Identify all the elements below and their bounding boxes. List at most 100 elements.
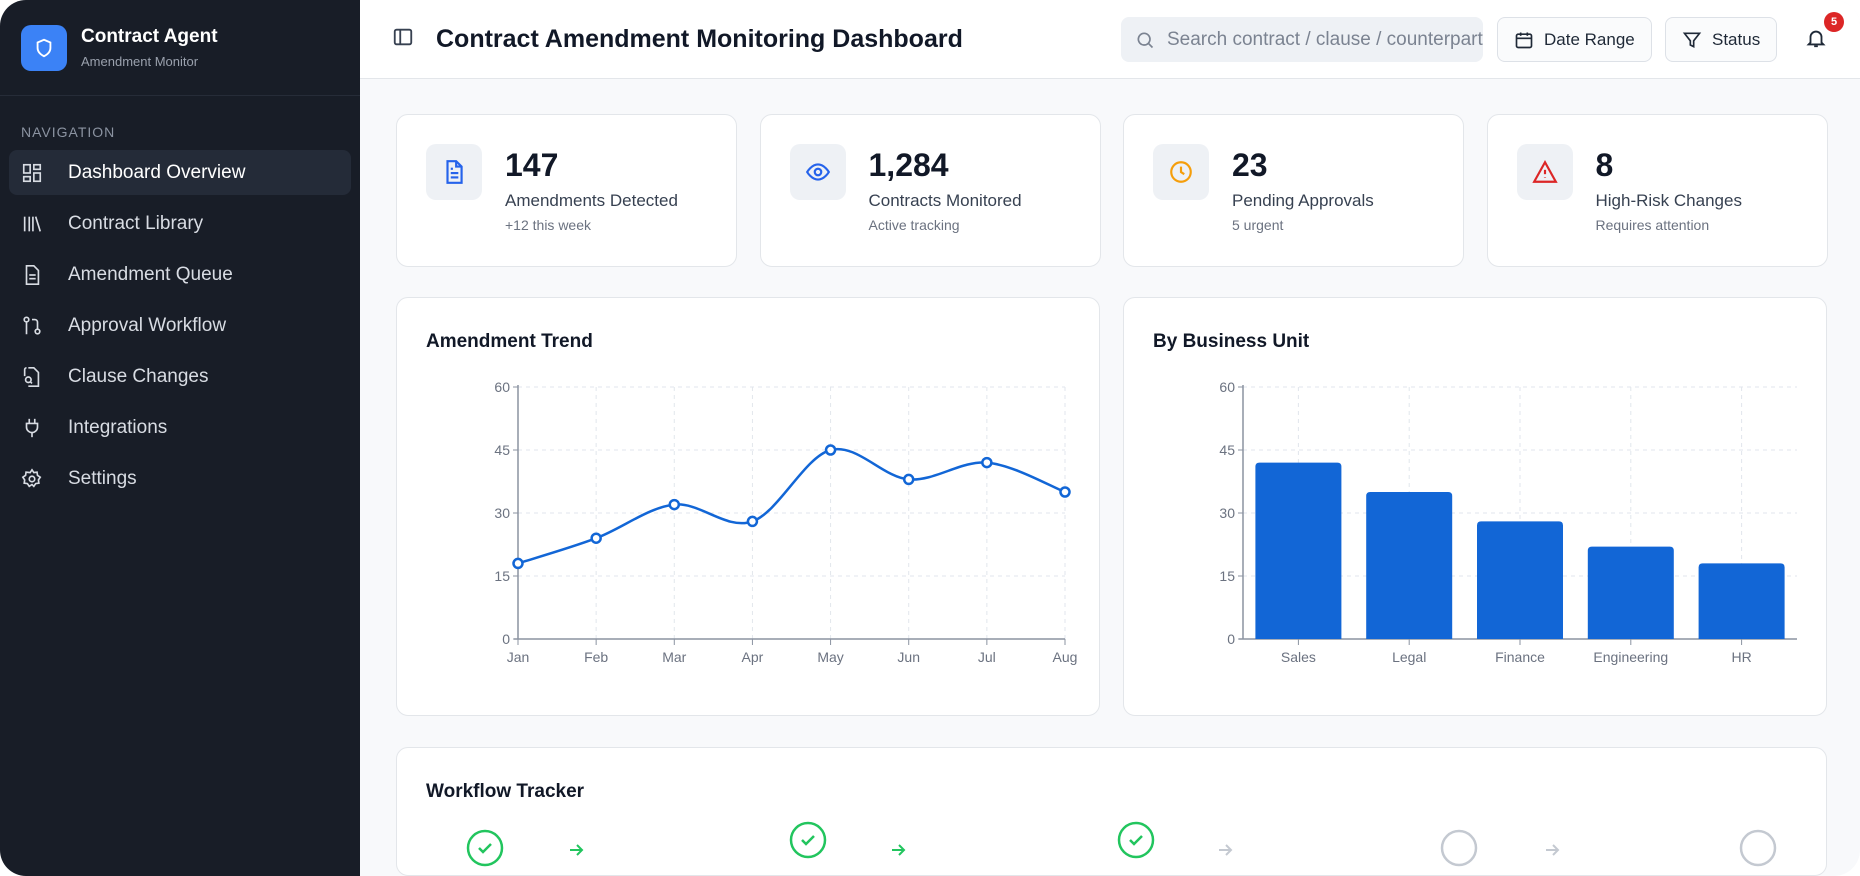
x-tick-label: Finance <box>1495 649 1545 665</box>
y-tick-label: 60 <box>494 379 510 395</box>
bell-icon[interactable] <box>1805 26 1827 55</box>
y-tick-label: 60 <box>1219 379 1235 395</box>
data-point <box>1059 486 1071 498</box>
x-tick-label: HR <box>1731 649 1751 665</box>
step-complete-icon <box>789 821 827 859</box>
y-tick-label: 45 <box>1219 442 1235 458</box>
stat-card: 147 Amendments Detected +12 this week <box>396 114 737 267</box>
notification-badge: 5 <box>1824 12 1844 32</box>
sidebar: Contract Agent Amendment Monitor NAVIGATI… <box>0 0 360 876</box>
trend-line <box>517 447 1066 565</box>
arrow-right-icon <box>892 844 906 856</box>
data-point <box>746 515 759 528</box>
nav-section-label: NAVIGATION <box>21 124 116 140</box>
x-tick-label: Feb <box>584 649 608 665</box>
header: Contract Amendment Monitoring Dashboard … <box>360 0 1860 79</box>
step-complete-icon <box>1117 821 1155 859</box>
plug-icon <box>25 418 39 437</box>
x-tick-label: Sales <box>1281 649 1316 665</box>
calendar-icon <box>1515 32 1533 48</box>
step-pending-icon <box>1440 829 1478 867</box>
brand: Contract Agent Amendment Monitor <box>0 0 360 96</box>
arrow-right-icon <box>1546 844 1560 856</box>
chart-title: By Business Unit <box>1153 331 1310 352</box>
sidebar-toggle-icon[interactable] <box>392 26 414 53</box>
status-filter-button[interactable]: Status <box>1665 17 1778 62</box>
nav-list: Dashboard Overview Contract Library Amendm… <box>0 150 360 501</box>
x-tick-label: Jul <box>978 649 996 665</box>
bar <box>1255 462 1342 639</box>
stat-value: 8 <box>1595 147 1614 183</box>
stat-subtext: 5 urgent <box>1232 217 1284 233</box>
page-title: Contract Amendment Monitoring Dashboard <box>436 24 963 53</box>
step-pending-icon <box>1739 829 1777 867</box>
sidebar-item-dashboard-overview[interactable]: Dashboard Overview <box>9 150 351 195</box>
sidebar-item-amendment-queue[interactable]: Amendment Queue <box>9 252 351 297</box>
clock-icon <box>1153 144 1209 200</box>
bar <box>1698 563 1785 639</box>
library-icon <box>23 215 42 232</box>
stat-subtext: Requires attention <box>1595 217 1710 233</box>
stat-value: 23 <box>1232 147 1268 183</box>
sidebar-item-integrations[interactable]: Integrations <box>9 405 351 450</box>
x-tick-label: May <box>817 649 843 665</box>
workflow-steps <box>466 821 1777 867</box>
y-tick-label: 15 <box>494 568 510 584</box>
data-point <box>512 557 524 570</box>
x-tick-label: Legal <box>1392 649 1426 665</box>
document-icon <box>426 144 482 200</box>
dashboard-icon <box>22 163 42 182</box>
step-complete-icon <box>466 829 504 867</box>
stat-label: Pending Approvals <box>1232 191 1374 210</box>
eye-icon <box>789 144 846 200</box>
x-tick-label: Apr <box>742 649 764 665</box>
y-tick-label: 30 <box>1219 505 1235 521</box>
stat-value: 147 <box>505 147 559 183</box>
git-pull-request-icon <box>23 315 41 335</box>
amendment-trend-card: Amendment Trend 0 15 30 45 60 Jan Feb Mar Apr May… <box>396 297 1100 716</box>
file-search-icon <box>23 366 40 387</box>
gear-icon <box>21 467 42 488</box>
sidebar-item-contract-library[interactable]: Contract Library <box>9 201 351 246</box>
stat-subtext: Active tracking <box>868 217 960 233</box>
sidebar-item-label: Clause Changes <box>68 365 209 387</box>
sidebar-item-label: Settings <box>68 467 137 489</box>
sidebar-item-clause-changes[interactable]: Clause Changes <box>9 354 351 399</box>
data-point <box>824 444 837 456</box>
x-tick-label: Aug <box>1053 649 1078 665</box>
data-point <box>981 456 993 469</box>
sidebar-item-label: Contract Library <box>68 212 204 234</box>
stat-subtext: +12 this week <box>505 217 591 233</box>
data-point <box>668 498 681 511</box>
stat-value: 1,284 <box>868 147 949 183</box>
x-tick-label: Engineering <box>1593 649 1668 665</box>
sidebar-item-label: Approval Workflow <box>68 314 227 336</box>
data-point <box>902 473 915 486</box>
search-input[interactable]: Search contract / clause / counterparty <box>1121 17 1483 62</box>
sidebar-item-label: Amendment Queue <box>68 263 233 285</box>
sidebar-item-approval-workflow[interactable]: Approval Workflow <box>9 303 351 348</box>
check-icon <box>801 835 815 846</box>
sidebar-item-settings[interactable]: Settings <box>9 456 351 501</box>
x-tick-label: Mar <box>662 649 686 665</box>
bar <box>1366 492 1453 639</box>
shield-icon <box>21 24 67 71</box>
line-chart: 0 15 30 45 60 Jan Feb Mar Apr May Jun Jul Aug <box>494 379 1078 665</box>
stat-label: Contracts Monitored <box>868 191 1022 210</box>
main: Contract Amendment Monitoring Dashboard … <box>360 0 1860 876</box>
check-icon <box>1129 835 1143 846</box>
y-tick-label: 0 <box>502 631 510 647</box>
workflow-title: Workflow Tracker <box>426 781 585 802</box>
data-point <box>590 532 602 544</box>
check-icon <box>478 843 492 854</box>
chart-title: Amendment Trend <box>426 331 593 352</box>
bar-chart: 0 15 30 45 60 Sales Legal Finance Engineering HR <box>1219 379 1797 665</box>
stat-card: 23 Pending Approvals 5 urgent <box>1123 114 1464 267</box>
search-icon <box>1137 32 1154 48</box>
brand-name: Contract Agent <box>81 26 218 47</box>
business-unit-card: By Business Unit 0 15 30 45 60 Sales Legal Fina… <box>1123 297 1827 716</box>
date-range-label: Date Range <box>1544 29 1635 49</box>
brand-subtitle: Amendment Monitor <box>81 54 199 69</box>
date-range-button[interactable]: Date Range <box>1497 17 1652 62</box>
